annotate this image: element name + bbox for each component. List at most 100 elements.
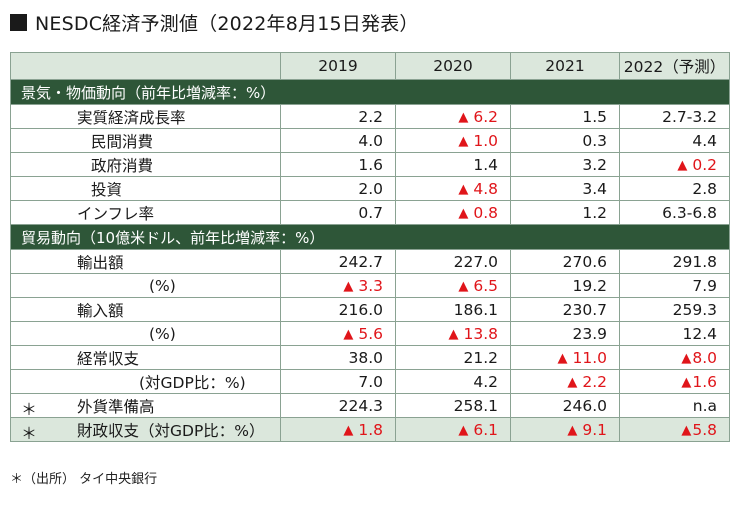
value-text: 3.2 <box>582 155 607 174</box>
value-text: 6.3-6.8 <box>662 203 717 222</box>
negative-triangle-icon: ▲ <box>681 350 692 366</box>
value-text: 11.0 <box>572 348 607 367</box>
value-text: 4.4 <box>692 131 717 150</box>
row-label-cell: (%) <box>10 273 281 298</box>
row-label: 輸入額 <box>77 301 124 320</box>
value-text: 227.0 <box>453 252 498 271</box>
row-label-cell: 実質経済成長率 <box>10 104 281 129</box>
value-text: 6.5 <box>473 276 498 295</box>
negative-triangle-icon: ▲ <box>458 278 469 294</box>
row-label: (対GDP比：%) <box>139 373 246 392</box>
value-text: 242.7 <box>338 252 383 271</box>
negative-triangle-icon: ▲ <box>343 278 354 294</box>
table-row: 実質経済成長率 2.2 ▲ 6.2 1.5 2.7-3.2 <box>10 104 730 129</box>
row-label-cell: (%) <box>10 321 281 346</box>
value-cell: 7.0 <box>280 369 396 394</box>
value-text: 4.0 <box>358 131 383 150</box>
value-text: 23.9 <box>572 324 607 343</box>
value-cell: 21.2 <box>395 345 511 370</box>
table-row: 投資 2.0 ▲ 4.8 3.4 2.8 <box>10 176 730 201</box>
value-text: 4.8 <box>473 179 498 198</box>
value-text: 1.6 <box>358 155 383 174</box>
forecast-table: 2019 2020 2021 2022（予測） 景気・物価動向（前年比増減率：%… <box>10 52 730 442</box>
value-text: 186.1 <box>453 300 498 319</box>
value-cell: 186.1 <box>395 297 511 322</box>
row-label-cell: (対GDP比：%) <box>10 369 281 394</box>
value-text: 246.0 <box>562 396 607 415</box>
value-text: 1.5 <box>582 107 607 126</box>
table-row: ＊財政収支（対GDP比：%） ▲ 1.8 ▲ 6.1 ▲ 9.1 ▲5.8 <box>10 417 730 442</box>
row-label-cell: ＊ 財政収支（対GDP比：%） <box>10 417 281 442</box>
value-cell: ▲ 0.2 <box>619 152 730 177</box>
section-title: 景気・物価動向（前年比増減率：%） <box>10 79 730 105</box>
value-text: 230.7 <box>562 300 607 319</box>
value-text: 7.0 <box>358 372 383 391</box>
value-cell: 242.7 <box>280 249 396 274</box>
value-text: 12.4 <box>682 324 717 343</box>
table-row: インフレ率 0.7 ▲ 0.8 1.2 6.3-6.8 <box>10 200 730 225</box>
value-cell: ▲ 13.8 <box>395 321 511 346</box>
value-cell: 227.0 <box>395 249 511 274</box>
value-text: 21.2 <box>463 348 498 367</box>
value-cell: ▲1.6 <box>619 369 730 394</box>
value-cell: 1.6 <box>280 152 396 177</box>
value-text: 4.2 <box>473 372 498 391</box>
table-header-row: 2019 2020 2021 2022（予測） <box>10 52 730 80</box>
negative-triangle-icon: ▲ <box>343 422 354 438</box>
row-label-cell: 経常収支 <box>10 345 281 370</box>
value-cell: 246.0 <box>510 393 620 418</box>
value-cell: ▲ 11.0 <box>510 345 620 370</box>
value-cell: ▲ 4.8 <box>395 176 511 201</box>
value-text: 2.2 <box>582 372 607 391</box>
negative-triangle-icon: ▲ <box>448 326 459 342</box>
title-block: NESDC経済予測値（2022年8月15日発表） <box>10 9 419 35</box>
table-row: 輸入額 216.0 186.1 230.7 259.3 <box>10 297 730 322</box>
row-label-cell: インフレ率 <box>10 200 281 225</box>
row-label-cell: 政府消費 <box>10 152 281 177</box>
value-cell: 4.0 <box>280 128 396 153</box>
row-label-cell: 投資 <box>10 176 281 201</box>
value-text: 224.3 <box>338 396 383 415</box>
value-text: 216.0 <box>338 300 383 319</box>
table-row: 輸出額 242.7 227.0 270.6 291.8 <box>10 249 730 274</box>
value-cell: 2.7-3.2 <box>619 104 730 129</box>
value-cell: 2.0 <box>280 176 396 201</box>
value-cell: ▲ 6.5 <box>395 273 511 298</box>
value-cell: ▲ 1.8 <box>280 417 396 442</box>
value-cell: 0.7 <box>280 200 396 225</box>
value-text: 9.1 <box>582 420 607 439</box>
value-text: 6.1 <box>473 420 498 439</box>
row-label: 外貨準備高 <box>77 397 155 416</box>
value-cell: 216.0 <box>280 297 396 322</box>
value-text: 5.6 <box>358 324 383 343</box>
value-text: 2.0 <box>358 179 383 198</box>
section-header-row: 景気・物価動向（前年比増減率：%） <box>10 79 730 105</box>
value-cell: ▲ 1.0 <box>395 128 511 153</box>
value-cell: 0.3 <box>510 128 620 153</box>
value-cell: 291.8 <box>619 249 730 274</box>
value-cell: 38.0 <box>280 345 396 370</box>
value-text: 0.2 <box>692 155 717 174</box>
value-cell: 230.7 <box>510 297 620 322</box>
value-text: 1.0 <box>473 131 498 150</box>
value-text: 1.8 <box>358 420 383 439</box>
table-row: 民間消費 4.0 ▲ 1.0 0.3 4.4 <box>10 128 730 153</box>
row-label-cell: 民間消費 <box>10 128 281 153</box>
value-cell: ▲8.0 <box>619 345 730 370</box>
row-label: 投資 <box>91 180 123 199</box>
negative-triangle-icon: ▲ <box>458 133 469 149</box>
negative-triangle-icon: ▲ <box>681 422 692 438</box>
row-label: (%) <box>149 276 176 295</box>
value-cell: n.a <box>619 393 730 418</box>
value-cell: 12.4 <box>619 321 730 346</box>
column-header-2020: 2020 <box>395 52 511 80</box>
value-cell: 6.3-6.8 <box>619 200 730 225</box>
table-row: 政府消費 1.6 1.4 3.2 ▲ 0.2 <box>10 152 730 177</box>
value-text: 38.0 <box>348 348 383 367</box>
value-cell: 3.2 <box>510 152 620 177</box>
negative-triangle-icon: ▲ <box>458 422 469 438</box>
value-text: 0.3 <box>582 131 607 150</box>
value-cell: 19.2 <box>510 273 620 298</box>
value-cell: 23.9 <box>510 321 620 346</box>
asterisk-marker: ＊ <box>21 400 38 418</box>
